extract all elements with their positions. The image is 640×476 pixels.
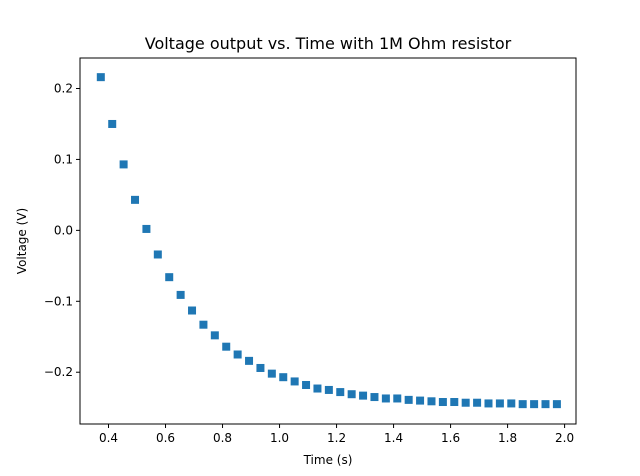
data-point xyxy=(370,393,379,402)
data-point xyxy=(461,398,470,407)
data-point xyxy=(495,399,504,408)
data-point xyxy=(484,399,493,408)
y-tick-label: 0.0 xyxy=(54,223,73,237)
x-axis-label: Time (s) xyxy=(303,453,353,467)
x-tick-label: 1.4 xyxy=(384,431,403,445)
data-point xyxy=(119,160,128,169)
data-point xyxy=(393,394,402,403)
x-tick-label: 1.8 xyxy=(498,431,517,445)
data-point xyxy=(210,331,219,340)
x-tick-label: 1.2 xyxy=(327,431,346,445)
data-point xyxy=(267,369,276,378)
data-point xyxy=(222,342,231,351)
data-point xyxy=(302,380,311,389)
x-tick-label: 0.6 xyxy=(156,431,175,445)
data-point xyxy=(313,384,322,393)
data-point xyxy=(108,119,117,128)
x-tick-label: 0.8 xyxy=(213,431,232,445)
x-tick-label: 1.6 xyxy=(441,431,460,445)
data-point xyxy=(438,398,447,407)
data-points xyxy=(96,73,561,409)
x-tick-label: 0.4 xyxy=(99,431,118,445)
data-point xyxy=(188,306,197,315)
data-point xyxy=(142,224,151,233)
data-point xyxy=(233,350,242,359)
data-point xyxy=(507,399,516,408)
y-tick-label: −0.2 xyxy=(44,365,73,379)
data-point xyxy=(165,273,174,282)
data-point xyxy=(518,400,527,409)
chart-title: Voltage output vs. Time with 1M Ohm resi… xyxy=(145,34,512,53)
data-point xyxy=(279,373,288,382)
data-point xyxy=(336,388,345,397)
data-point xyxy=(347,390,356,399)
y-tick-label: 0.2 xyxy=(54,82,73,96)
y-tick-label: −0.1 xyxy=(44,294,73,308)
data-point xyxy=(541,400,550,409)
data-point xyxy=(381,394,390,403)
plot-frame xyxy=(79,57,577,425)
data-point xyxy=(324,385,333,394)
y-axis-label: Voltage (V) xyxy=(15,208,29,274)
data-point xyxy=(131,195,140,204)
data-point xyxy=(176,290,185,299)
data-point xyxy=(450,398,459,407)
data-point xyxy=(290,377,299,386)
data-point xyxy=(245,356,254,365)
data-point xyxy=(552,400,561,409)
y-axis-ticks: −0.2 −0.1 0.0 0.1 0.2 xyxy=(44,82,80,379)
data-point xyxy=(416,396,425,405)
data-point xyxy=(96,73,105,82)
data-point xyxy=(473,398,482,407)
x-tick-label: 1.0 xyxy=(270,431,289,445)
data-point xyxy=(256,363,265,372)
y-tick-label: 0.1 xyxy=(54,152,73,166)
data-point xyxy=(359,391,368,400)
x-tick-label: 2.0 xyxy=(555,431,574,445)
x-axis-ticks: 0.4 0.6 0.8 1.0 1.2 1.4 1.6 1.8 2.0 xyxy=(99,424,574,445)
data-point xyxy=(153,250,162,259)
data-point xyxy=(404,395,413,404)
data-point xyxy=(199,320,208,329)
data-point xyxy=(427,397,436,406)
data-point xyxy=(530,400,539,409)
